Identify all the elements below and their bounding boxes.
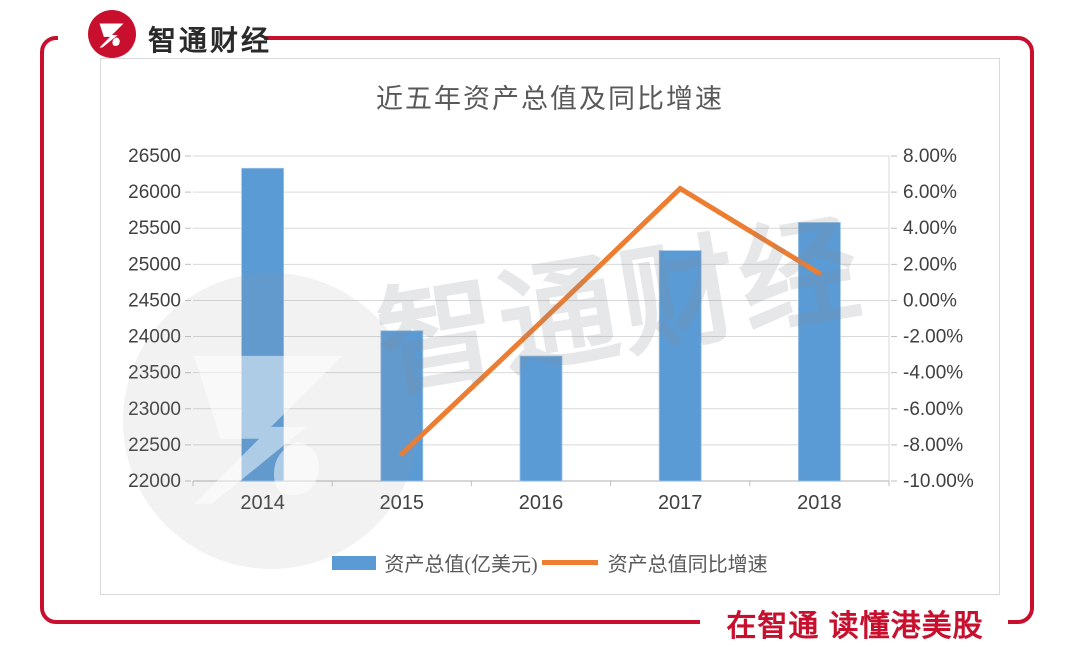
bar-2017 (658, 250, 702, 482)
legend-label: 资产总值同比增速 (607, 554, 768, 576)
left-axis-tick-label: 24500 (128, 290, 181, 311)
left-axis-tick-label: 26500 (128, 146, 181, 167)
x-axis-category-label: 2018 (797, 492, 842, 514)
chart-title: 近五年资产总值及同比增速 (376, 84, 724, 114)
right-axis-tick-label: -4.00% (903, 363, 963, 384)
x-axis-category-label: 2015 (380, 492, 425, 514)
legend-item: 资产总值(亿美元) (332, 548, 538, 577)
x-axis-category-label: 2017 (658, 492, 703, 514)
legend-swatch-line (541, 560, 598, 565)
right-axis-tick-label: -6.00% (903, 399, 963, 420)
bar-2014 (241, 167, 285, 482)
growth-line (399, 185, 822, 457)
brand-frame (40, 36, 1034, 624)
left-axis-tick-label: 22000 (128, 471, 181, 492)
right-axis-tick-label: 6.00% (903, 182, 957, 203)
left-axis-tick-label: 23500 (128, 363, 181, 384)
x-axis-category-label: 2014 (240, 492, 285, 514)
right-axis-tick-label: 4.00% (903, 218, 957, 239)
chart-area: 26500 8.00% 26000 6.00% 25500 4.00% 25000 2.00%… (100, 58, 1000, 595)
right-axis-tick-label: -10.00% (903, 471, 974, 492)
right-axis-tick-label: 8.00% (903, 146, 957, 167)
left-axis-tick-label: 22500 (128, 435, 181, 456)
bar-2018 (798, 222, 841, 482)
legend-swatch-bar (332, 555, 377, 570)
left-axis-tick-label: 25500 (128, 218, 181, 239)
right-axis-tick-label: 2.00% (903, 254, 957, 275)
plot: 26500 8.00% 26000 6.00% 25500 4.00% 25000 2.00%… (128, 146, 974, 514)
frame-gap-bottom (700, 612, 1008, 632)
left-axis-tick-label: 25000 (128, 254, 181, 275)
legend-label: 资产总值(亿美元) (384, 554, 538, 576)
right-axis-tick-label: -2.00% (903, 327, 963, 348)
right-axis-tick-label: -8.00% (903, 435, 963, 456)
chart-legend: 资产总值(亿美元) 资产总值同比增速 (101, 548, 999, 577)
brand-name: 智通财经 (148, 25, 273, 56)
brand-slogan: 在智通 读懂港美股 (726, 610, 984, 643)
right-axis-tick-label: 0.00% (903, 290, 957, 311)
bar-2015 (380, 330, 424, 482)
left-axis-tick-label: 24000 (128, 327, 181, 348)
zhitong-logo-icon (88, 10, 136, 58)
left-axis-tick-label: 26000 (128, 182, 181, 203)
x-axis-category-label: 2016 (519, 492, 564, 514)
bar-2016 (519, 355, 563, 482)
legend-item: 资产总值同比增速 (541, 548, 768, 577)
left-axis-tick-label: 23000 (128, 399, 181, 420)
